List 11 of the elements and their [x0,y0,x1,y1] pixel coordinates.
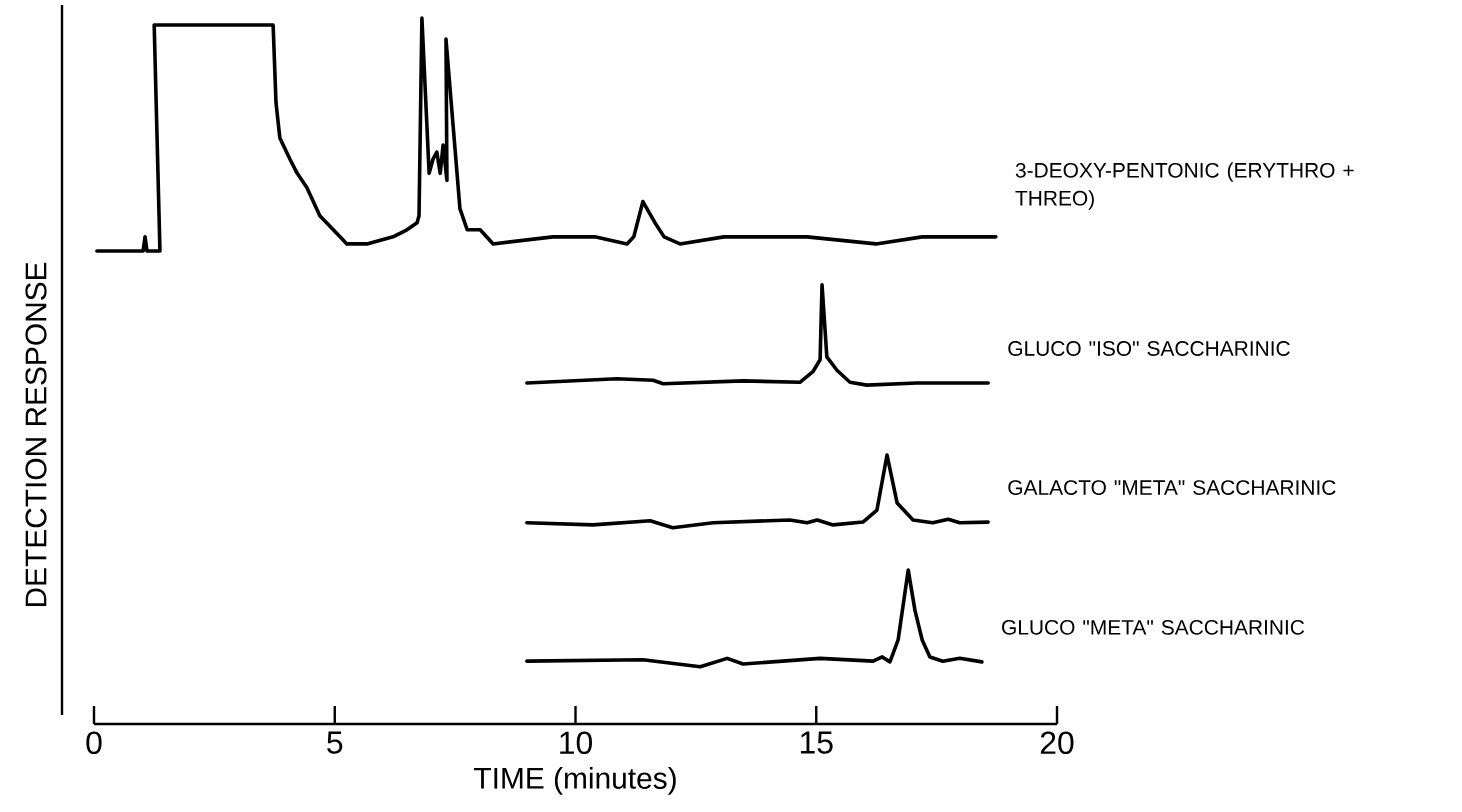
series-label: 3-DEOXY-PENTONIC (ERYTHRO + THREO) [1015,162,1354,210]
x-tick-label: 5 [327,731,343,754]
series-label: GLUCO "ISO" SACCHARINIC [1008,341,1290,356]
series-label: GLUCO "META" SACCHARINIC [1002,619,1305,635]
x-tick-label: 15 [800,731,833,754]
y-axis-title: DETECTION RESPONSE [25,262,47,607]
x-tick-label: 20 [1040,731,1074,755]
series-label: GALACTO "META" SACCHARINIC [1008,480,1336,495]
x-axis-title: TIME (minutes) [474,766,676,795]
x-tick-label: 10 [560,731,592,755]
x-tick-label: 0 [86,731,102,755]
